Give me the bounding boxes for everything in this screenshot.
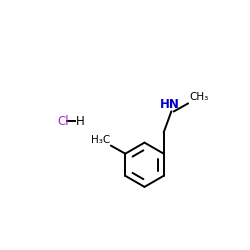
Text: HN: HN xyxy=(160,98,180,110)
Text: H: H xyxy=(76,115,84,128)
Text: H₃C: H₃C xyxy=(91,135,110,145)
Text: Cl: Cl xyxy=(57,115,68,128)
Text: CH₃: CH₃ xyxy=(189,92,208,102)
